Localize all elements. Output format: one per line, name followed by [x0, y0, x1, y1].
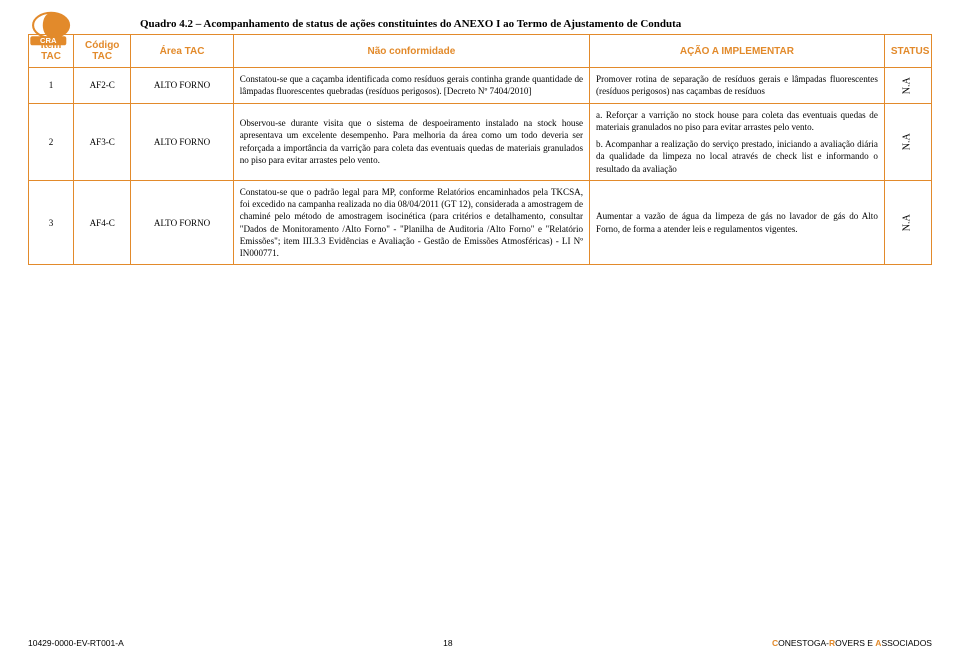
status-table: Item TAC Código TAC Área TAC Não conform…	[28, 34, 932, 265]
table-row: 2 AF3-C ALTO FORNO Observou-se durante v…	[29, 103, 932, 180]
cell-nc: Constatou-se que a caçamba identificada …	[233, 68, 589, 104]
cell-acao: Promover rotina de separação de resíduos…	[590, 68, 885, 104]
status-value: N.A	[901, 77, 915, 94]
cell-codigo: AF3-C	[74, 103, 131, 180]
cell-nc: Constatou-se que o padrão legal para MP,…	[233, 180, 589, 265]
footer-doc-id: 10429-0000-EV-RT001-A	[28, 638, 124, 648]
cell-acao: Aumentar a vazão de água da limpeza de g…	[590, 180, 885, 265]
cell-nc: Observou-se durante visita que o sistema…	[233, 103, 589, 180]
cell-acao: a. Reforçar a varrição no stock house pa…	[590, 103, 885, 180]
cell-status: N.A	[884, 103, 931, 180]
cell-status: N.A	[884, 68, 931, 104]
status-value: N.A	[901, 133, 915, 150]
acao-para-a: a. Reforçar a varrição no stock house pa…	[596, 109, 878, 134]
table-row: 3 AF4-C ALTO FORNO Constatou-se que o pa…	[29, 180, 932, 265]
table-caption: Quadro 4.2 – Acompanhamento de status de…	[140, 18, 932, 30]
cell-item: 2	[29, 103, 74, 180]
cell-item: 1	[29, 68, 74, 104]
status-value: N.A	[901, 214, 915, 231]
acao-para-b: b. Acompanhar a realização do serviço pr…	[596, 138, 878, 175]
cell-codigo: AF4-C	[74, 180, 131, 265]
cell-area: ALTO FORNO	[131, 103, 233, 180]
table-row: 1 AF2-C ALTO FORNO Constatou-se que a ca…	[29, 68, 932, 104]
svg-text:CRA: CRA	[40, 36, 57, 45]
caption-text: – Acompanhamento de status de ações cons…	[196, 18, 682, 30]
footer-company: CONESTOGA-ROVERS E ASSOCIADOS	[772, 638, 932, 648]
col-nc: Não conformidade	[233, 35, 589, 68]
cra-logo: CRA	[30, 10, 86, 46]
col-status: STATUS	[884, 35, 931, 68]
cell-area: ALTO FORNO	[131, 68, 233, 104]
header-row: Item TAC Código TAC Área TAC Não conform…	[29, 35, 932, 68]
cell-item: 3	[29, 180, 74, 265]
page-footer: 10429-0000-EV-RT001-A 18 CONESTOGA-ROVER…	[28, 638, 932, 648]
cell-area: ALTO FORNO	[131, 180, 233, 265]
cell-codigo: AF2-C	[74, 68, 131, 104]
caption-prefix: Quadro 4.2	[140, 18, 196, 30]
cell-status: N.A	[884, 180, 931, 265]
footer-page-number: 18	[443, 638, 452, 648]
col-acao: AÇÃO A IMPLEMENTAR	[590, 35, 885, 68]
col-area: Área TAC	[131, 35, 233, 68]
